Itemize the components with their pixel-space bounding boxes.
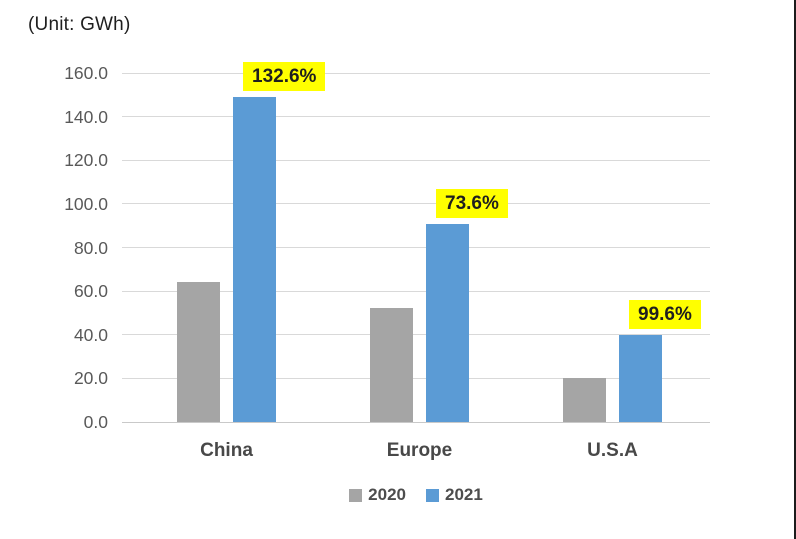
bar-2020-europe	[370, 307, 413, 422]
growth-label-usa: 99.6%	[629, 299, 701, 329]
y-tick-label: 140.0	[64, 106, 108, 127]
bar-2020-usa	[563, 378, 606, 422]
screenshot-right-border	[794, 0, 796, 539]
y-tick-label: 20.0	[73, 368, 108, 389]
x-category-label-europe: Europe	[386, 440, 453, 461]
legend-swatch-2021	[426, 488, 439, 502]
legend-item-2021: 2021	[426, 485, 483, 505]
gridline-0.0	[122, 421, 710, 423]
legend-label-2021: 2021	[445, 485, 483, 504]
y-tick-label: 0.0	[83, 412, 108, 432]
bar-2021-china	[233, 97, 276, 422]
y-tick-label: 80.0	[73, 237, 108, 258]
gridline-100.0	[122, 203, 710, 205]
growth-label-china: 132.6%	[243, 62, 326, 91]
legend-item-2020: 2020	[349, 485, 406, 505]
y-tick-label: 120.0	[64, 150, 108, 171]
bar-2021-europe	[426, 223, 469, 422]
chart-unit-label: (Unit: GWh)	[28, 14, 131, 35]
gridline-80.0	[122, 247, 710, 248]
legend: 2020 2021	[122, 484, 710, 506]
legend-swatch-2020	[349, 488, 363, 502]
gridline-120.0	[122, 159, 710, 161]
plot-area: 132.6% 73.6% 99.6%	[122, 62, 710, 423]
gridline-20.0	[122, 377, 710, 379]
gridline-40.0	[122, 334, 710, 336]
x-category-label-usa: U.S.A	[587, 440, 638, 461]
y-tick-label: 60.0	[73, 281, 108, 302]
y-tick-label: 40.0	[73, 324, 108, 345]
gridline-60.0	[122, 290, 710, 292]
gridline-160.0	[122, 72, 710, 74]
y-tick-label: 100.0	[64, 193, 108, 214]
legend-label-2020: 2020	[368, 485, 406, 504]
y-tick-label: 160.0	[64, 63, 108, 83]
bar-2020-china	[177, 282, 220, 422]
growth-label-europe: 73.6%	[436, 188, 508, 218]
bar-2021-usa	[619, 334, 662, 422]
x-category-label-china: China	[200, 440, 253, 461]
gridline-140.0	[122, 116, 710, 118]
